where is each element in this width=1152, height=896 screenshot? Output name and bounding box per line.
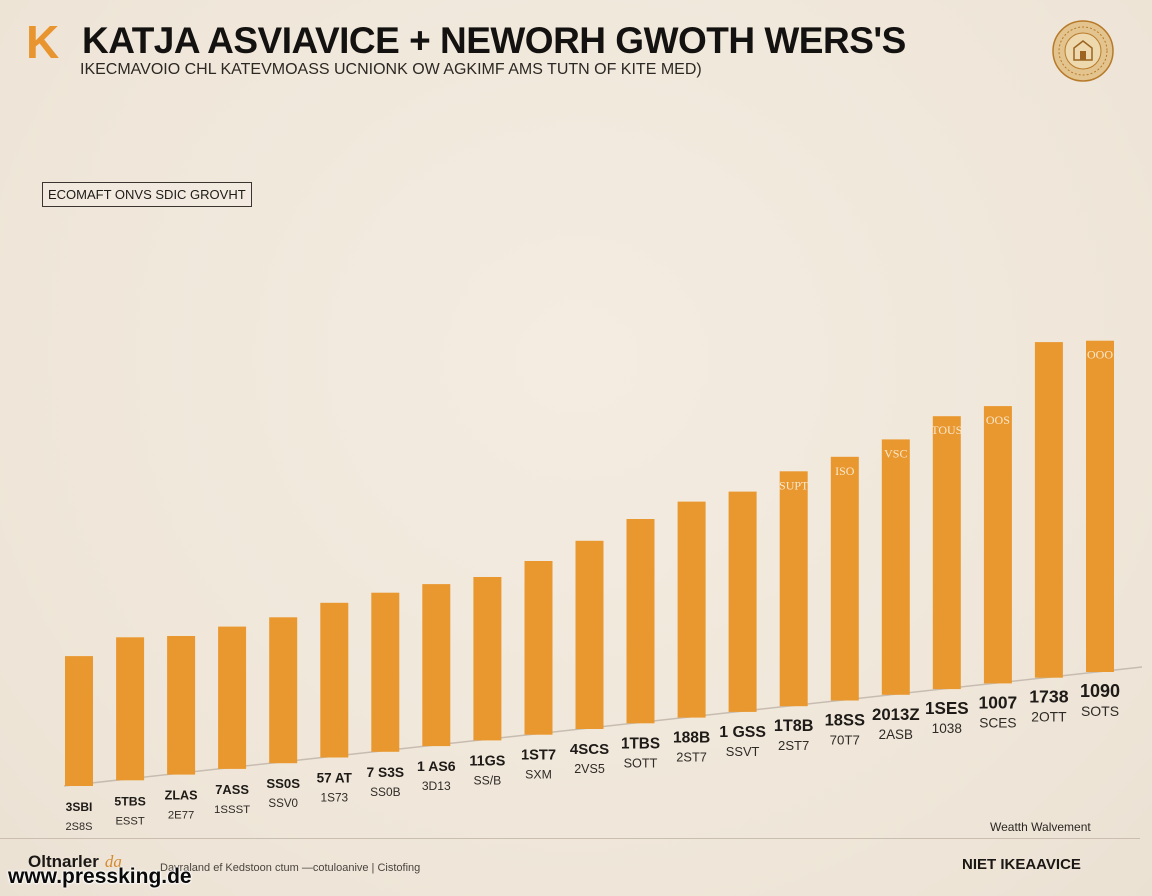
bar-8 <box>473 577 502 741</box>
tick-label-primary-2: ZLAS <box>165 789 198 803</box>
bar-top-label-18: OOS <box>986 413 1010 427</box>
tick-label-secondary-9: SXM <box>525 768 552 782</box>
tick-label-primary-10: 4SCS <box>570 741 609 758</box>
tick-label-primary-16: 2013Z <box>872 705 920 724</box>
bar-top-label-20: OOO <box>1087 348 1113 362</box>
tick-label-secondary-8: SS/B <box>474 773 502 787</box>
tick-label-secondary-12: 2ST7 <box>676 750 707 765</box>
tick-label-secondary-11: SOTT <box>624 756 658 770</box>
tick-label-secondary-4: SSV0 <box>268 797 298 810</box>
tick-label-primary-15: 18SS <box>825 712 865 730</box>
bar-16 <box>881 439 910 695</box>
bar-top-label-14: SUPT <box>779 478 809 492</box>
footer-brand-name: Oltnarler <box>28 852 99 871</box>
bar-11 <box>626 519 655 724</box>
legend-note: Weatth Walvement <box>990 820 1091 834</box>
tick-label-secondary-19: 2OTT <box>1031 710 1067 725</box>
bar-10 <box>575 540 604 729</box>
bar-9 <box>524 561 553 735</box>
footer-note: Davraland ef Kedstoon ctum —cotuloanive … <box>160 862 421 874</box>
page-subtitle: IKECMAVOIO CHL KATEVMOASS UCNIONK OW AGK… <box>80 61 702 78</box>
tick-label-primary-1: 5TBS <box>114 794 145 808</box>
bar-17 <box>932 416 961 690</box>
watermark: www.pressking.de <box>8 865 192 888</box>
tick-label-primary-7: 1 AS6 <box>417 758 456 774</box>
tick-label-primary-6: 7 S3S <box>367 765 405 780</box>
footer-brand-mark: da <box>104 852 122 871</box>
tick-label-secondary-16: 2ASB <box>879 727 913 742</box>
bar-0 <box>65 656 93 786</box>
tick-label-secondary-1: ESST <box>115 815 144 827</box>
tick-label-primary-4: SS0S <box>266 776 300 791</box>
tick-label-secondary-10: 2VS5 <box>574 762 605 776</box>
bar-12 <box>677 501 706 718</box>
bar-5 <box>320 602 349 758</box>
tick-label-secondary-18: SCES <box>979 715 1016 730</box>
bar-top-label-15: ISO <box>835 464 855 478</box>
tick-label-secondary-3: 1SSST <box>214 804 250 816</box>
bar-6 <box>371 592 400 752</box>
logo-mark: K <box>26 16 60 68</box>
tick-label-secondary-6: SS0B <box>370 785 400 799</box>
bar-15 <box>830 456 859 701</box>
emblem-seal-icon <box>1052 20 1114 82</box>
tick-label-primary-19: 1738 <box>1029 687 1069 707</box>
footer-brand: Oltnarler da <box>28 852 122 872</box>
bar-19 <box>1034 342 1063 678</box>
tick-label-primary-9: 1ST7 <box>521 748 556 764</box>
bar-14 <box>779 471 808 707</box>
tick-label-primary-14: 1T8B <box>774 717 814 735</box>
tick-label-primary-17: 1SES <box>925 699 969 718</box>
tick-label-secondary-14: 2ST7 <box>778 738 809 753</box>
tick-label-secondary-17: 1038 <box>932 721 962 736</box>
tick-label-primary-13: 1 GSS <box>719 724 766 741</box>
footer-divider <box>0 838 1140 839</box>
tick-label-primary-11: 1TBS <box>621 735 660 752</box>
tick-label-secondary-15: 70T7 <box>830 733 860 748</box>
tick-label-secondary-13: SSVT <box>726 744 760 759</box>
footer-right-label: NIET IKEAAVICE <box>962 856 1081 873</box>
tick-label-primary-0: 3SBI <box>66 800 93 814</box>
tick-label-secondary-5: 1S73 <box>321 791 349 805</box>
bar-2 <box>167 636 196 775</box>
tick-label-secondary-20: SOTS <box>1081 703 1119 719</box>
bar-3 <box>218 626 247 769</box>
tick-label-primary-3: 7ASS <box>215 782 249 797</box>
bar-4 <box>269 617 298 764</box>
section-label-box: ECOMAFT ONVS SDIC GROVHT <box>42 182 252 207</box>
tick-label-primary-20: 1090 <box>1080 681 1120 701</box>
tick-label-secondary-7: 3D13 <box>422 779 451 793</box>
bar-13 <box>728 491 757 712</box>
bar-7 <box>422 584 451 747</box>
bar-top-label-17: TOUS <box>931 423 962 437</box>
page-title: KATJA ASVIAVICE + NEWORH GWOTH WERS'S <box>82 20 906 61</box>
bar-20 <box>1086 340 1114 672</box>
bar-top-label-16: VSC <box>884 446 907 460</box>
tick-label-secondary-0: 2S8S <box>66 821 93 833</box>
bar-1 <box>116 637 145 781</box>
tick-label-primary-8: 11GS <box>469 753 505 769</box>
tick-label-primary-18: 1007 <box>979 692 1018 712</box>
tick-label-primary-5: 57 AT <box>317 771 353 786</box>
bar-18 <box>983 406 1012 684</box>
tick-label-secondary-2: 2E77 <box>168 810 194 822</box>
tick-label-primary-12: 188B <box>673 730 710 747</box>
